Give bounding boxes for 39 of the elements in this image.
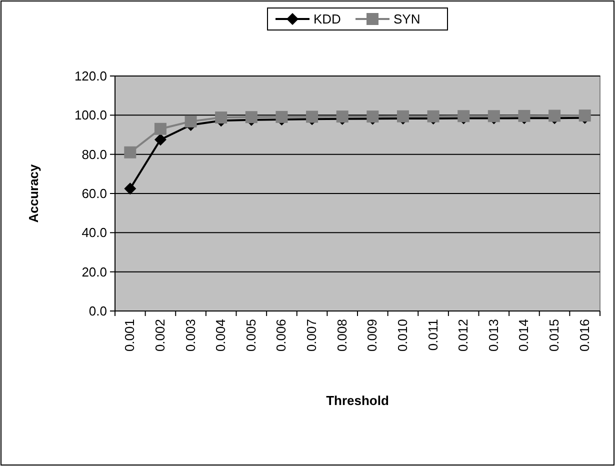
y-tick-label: 40.0 — [82, 225, 107, 240]
y-tick-label: 80.0 — [82, 146, 107, 162]
x-tick-label: 0.004 — [213, 319, 228, 352]
point — [215, 112, 228, 124]
x-tick-label: 0.001 — [122, 319, 138, 352]
y-tick-label: 120.0 — [74, 68, 107, 84]
x-tick-label: 0.014 — [516, 319, 532, 352]
legend-label: KDD — [314, 12, 341, 27]
x-tick-label: 0.003 — [182, 319, 198, 352]
y-tick-label: 100.0 — [74, 108, 107, 123]
x-tick-label: 0.007 — [304, 319, 320, 352]
point — [518, 110, 530, 122]
x-tick-label: 0.002 — [152, 319, 168, 352]
x-tick-label: 0.008 — [334, 319, 350, 352]
x-tick-label: 0.016 — [576, 319, 592, 352]
x-axis-title: Threshold — [326, 393, 389, 408]
x-tick-label: 0.006 — [274, 319, 289, 352]
x-tick-label: 0.005 — [243, 319, 258, 352]
x-tick-label: 0.010 — [394, 319, 410, 352]
point — [427, 110, 440, 122]
y-tick-label: 0.0 — [88, 304, 107, 319]
point — [154, 122, 166, 135]
point — [124, 146, 136, 158]
y-tick-label: 20.0 — [82, 264, 107, 280]
y-axis-title: Accuracy — [26, 163, 41, 223]
x-tick-label: 0.012 — [456, 319, 471, 352]
x-tick-label: 0.009 — [364, 319, 380, 352]
point — [124, 182, 136, 195]
x-tick-label: 0.013 — [486, 319, 501, 352]
x-tick-label: 0.015 — [546, 319, 562, 352]
point — [154, 134, 166, 146]
point — [184, 115, 197, 128]
y-tick-label: 60.0 — [82, 186, 107, 202]
legend-label: SYN — [394, 12, 420, 27]
point — [396, 110, 409, 122]
x-tick-label: 0.011 — [425, 319, 440, 351]
point — [548, 110, 561, 122]
point — [276, 110, 288, 123]
point — [306, 110, 318, 123]
